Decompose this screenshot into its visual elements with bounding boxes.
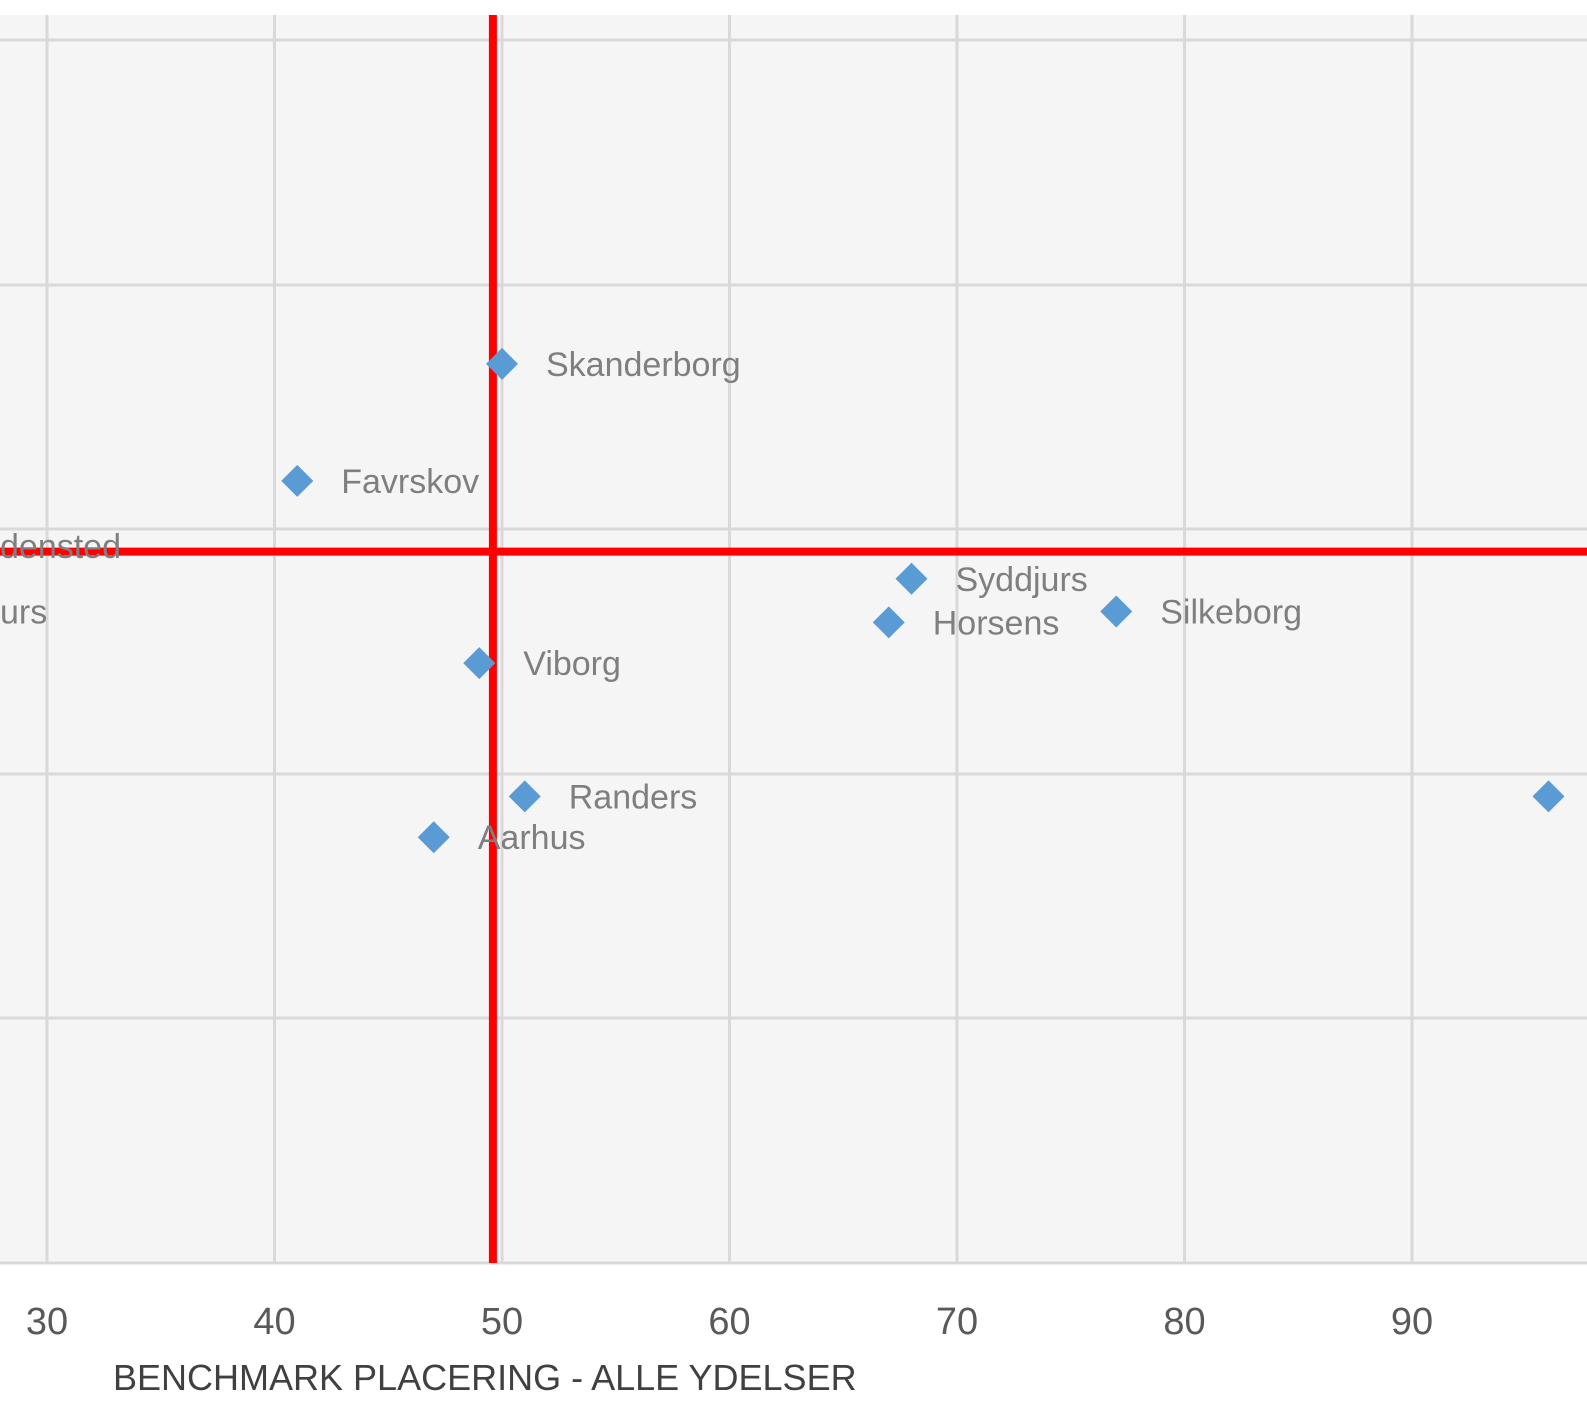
data-point-label: Horsens (933, 604, 1060, 642)
data-point (463, 647, 496, 680)
data-point (872, 606, 905, 639)
data-point (281, 464, 314, 497)
grid (0, 15, 1587, 1265)
reference-lines (0, 15, 1587, 1263)
data-points (281, 347, 1565, 854)
x-tick-label: 30 (26, 1301, 68, 1343)
x-tick-label: 50 (481, 1301, 523, 1343)
data-point-label-cropped: urs (0, 593, 47, 631)
data-point-label: Silkeborg (1160, 593, 1302, 631)
x-axis-title: BENCHMARK PLACERING - ALLE YDELSER (113, 1357, 857, 1398)
data-point-label: Viborg (523, 645, 621, 683)
data-point (417, 821, 450, 854)
x-tick-label: 90 (1391, 1301, 1433, 1343)
x-tick-label: 70 (936, 1301, 978, 1343)
data-point (1100, 595, 1133, 628)
x-tick-label: 40 (253, 1301, 295, 1343)
plot-background (0, 15, 1587, 1263)
data-point (486, 347, 518, 380)
data-point (508, 780, 541, 813)
x-tick-label: 60 (708, 1301, 750, 1343)
data-point-label: Favrskov (341, 463, 479, 501)
x-tick-labels: 30 40 50 60 70 80 90 (26, 1301, 1433, 1343)
data-point-label: Skanderborg (546, 346, 741, 384)
data-point-label: Syddjurs (956, 561, 1088, 599)
data-point (1532, 780, 1565, 813)
data-point-label-cropped: densted (0, 528, 121, 566)
data-point-label: Randers (569, 778, 698, 816)
data-point (895, 562, 928, 595)
point-labels: Skanderborg Favrskov Syddjurs Horsens Silkeb… (0, 346, 1302, 857)
data-point-label: Aarhus (478, 819, 586, 857)
x-tick-label: 80 (1163, 1301, 1205, 1343)
